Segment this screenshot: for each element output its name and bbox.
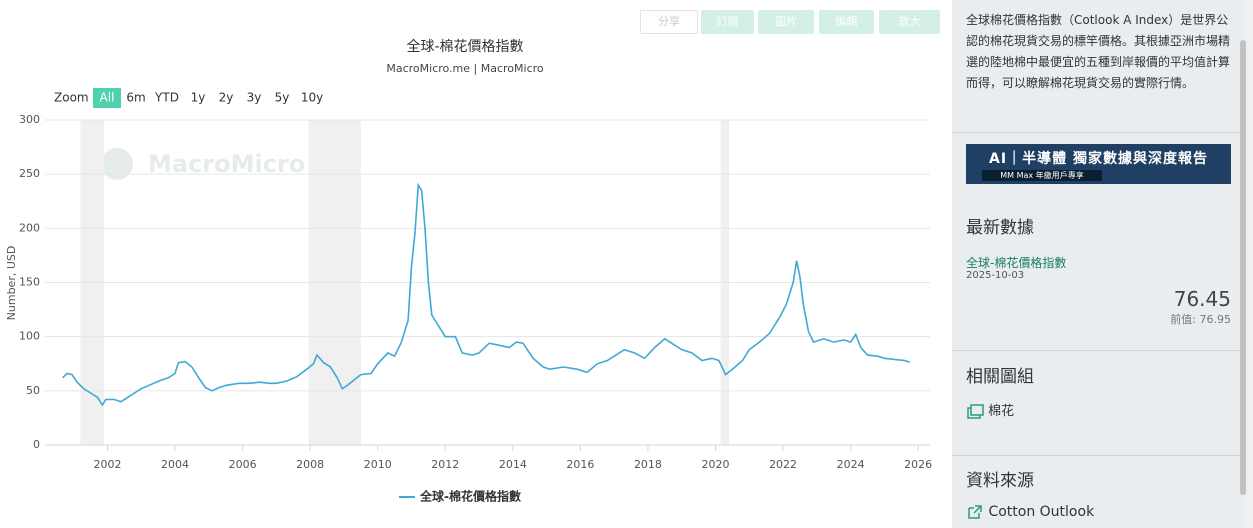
x-tick-label: 2010 <box>364 458 392 471</box>
range-button[interactable]: 5y <box>275 91 290 105</box>
y-tick-label: 100 <box>19 330 40 343</box>
banner-sub: MM Max 年繳用戶專享 <box>982 170 1102 181</box>
chart-title: 全球-棉花價格指數 <box>406 38 523 55</box>
scrollbar-thumb[interactable] <box>1240 40 1246 495</box>
watermark: MacroMicro <box>148 150 305 178</box>
y-tick-label: 300 <box>19 113 40 126</box>
x-tick-label: 2004 <box>161 458 189 471</box>
source-heading: 資料來源 <box>966 471 1034 491</box>
banner[interactable]: AI｜半導體 獨家數據與深度報告 MM Max 年繳用戶專享 <box>966 144 1231 184</box>
range-button[interactable]: YTD <box>154 91 179 105</box>
previous-label: 前值: <box>1170 313 1196 326</box>
previous-value: 76.95 <box>1199 313 1232 326</box>
zoom-label: Zoom <box>54 91 89 105</box>
latest-date: 2025-10-03 <box>966 270 1025 281</box>
toolbar-button[interactable]: 訂閱 <box>701 10 754 34</box>
description: 全球棉花價格指數（Cotlook A Index）是世界公認的棉花現貨交易的標竿… <box>966 13 1231 90</box>
banner-title: AI｜半導體 獨家數據與深度報告 <box>989 151 1208 167</box>
y-tick-label: 150 <box>19 276 40 289</box>
x-tick-label: 2018 <box>634 458 662 471</box>
x-tick-label: 2024 <box>837 458 865 471</box>
x-tick-label: 2012 <box>431 458 459 471</box>
x-tick-label: 2020 <box>702 458 730 471</box>
latest-name[interactable]: 全球-棉花價格指數 <box>966 256 1067 270</box>
source-item[interactable]: Cotton Outlook <box>988 504 1095 520</box>
x-tick-label: 2022 <box>769 458 797 471</box>
legend-label: 全球-棉花價格指數 <box>419 489 521 504</box>
x-tick-label: 2026 <box>904 458 932 471</box>
range-button-label: 6m <box>126 91 145 105</box>
series-line <box>62 182 910 407</box>
link-icon <box>968 505 982 519</box>
toolbar-button[interactable]: 編輯 <box>819 10 874 34</box>
x-tick-label: 2016 <box>566 458 594 471</box>
range-button-label: All <box>100 91 115 105</box>
chart-subtitle: MacroMicro.me | MacroMicro <box>386 62 544 75</box>
range-button-label: YTD <box>154 91 179 105</box>
folder-icon <box>967 403 984 419</box>
toolbar-button[interactable]: 放大 <box>879 10 940 34</box>
related-item[interactable]: 棉花 <box>988 404 1015 419</box>
range-button[interactable]: 2y <box>219 91 234 105</box>
range-button-label: 10y <box>301 91 323 105</box>
toolbar-button[interactable]: 分享 <box>640 10 698 34</box>
y-tick-label: 50 <box>26 384 40 397</box>
related-heading: 相關圖組 <box>966 367 1034 387</box>
range-button-bg <box>93 88 121 108</box>
separator <box>952 132 1245 133</box>
y-axis-label: Number, USD <box>5 246 18 321</box>
x-tick-label: 2006 <box>229 458 257 471</box>
range-button-label: 2y <box>219 91 234 105</box>
range-button[interactable]: 6m <box>126 91 145 105</box>
x-tick-label: 2008 <box>296 458 324 471</box>
x-tick-label: 2002 <box>93 458 121 471</box>
range-button-label: 3y <box>247 91 262 105</box>
latest-value: 76.45 <box>1173 287 1231 311</box>
range-button-label: 5y <box>275 91 290 105</box>
separator <box>952 455 1245 456</box>
y-tick-label: 0 <box>33 438 40 451</box>
range-button[interactable]: All <box>93 88 121 108</box>
sidebar: 全球棉花價格指數（Cotlook A Index）是世界公認的棉花現貨交易的標竿… <box>952 0 1245 528</box>
separator <box>952 350 1245 351</box>
chart: 全球-棉花價格指數 MacroMicro.me | MacroMicro Mac… <box>5 38 932 504</box>
scrollbar[interactable] <box>1245 0 1253 528</box>
range-button-label: 1y <box>191 91 206 105</box>
latest-heading: 最新數據 <box>966 218 1034 238</box>
range-button[interactable]: 1y <box>191 91 206 105</box>
range-button[interactable]: 10y <box>301 91 323 105</box>
y-tick-label: 200 <box>19 221 40 234</box>
watermark-logo <box>101 148 133 180</box>
x-tick-label: 2014 <box>499 458 527 471</box>
y-tick-label: 250 <box>19 167 40 180</box>
range-button[interactable]: 3y <box>247 91 262 105</box>
toolbar-button[interactable]: 圖片 <box>758 10 814 34</box>
